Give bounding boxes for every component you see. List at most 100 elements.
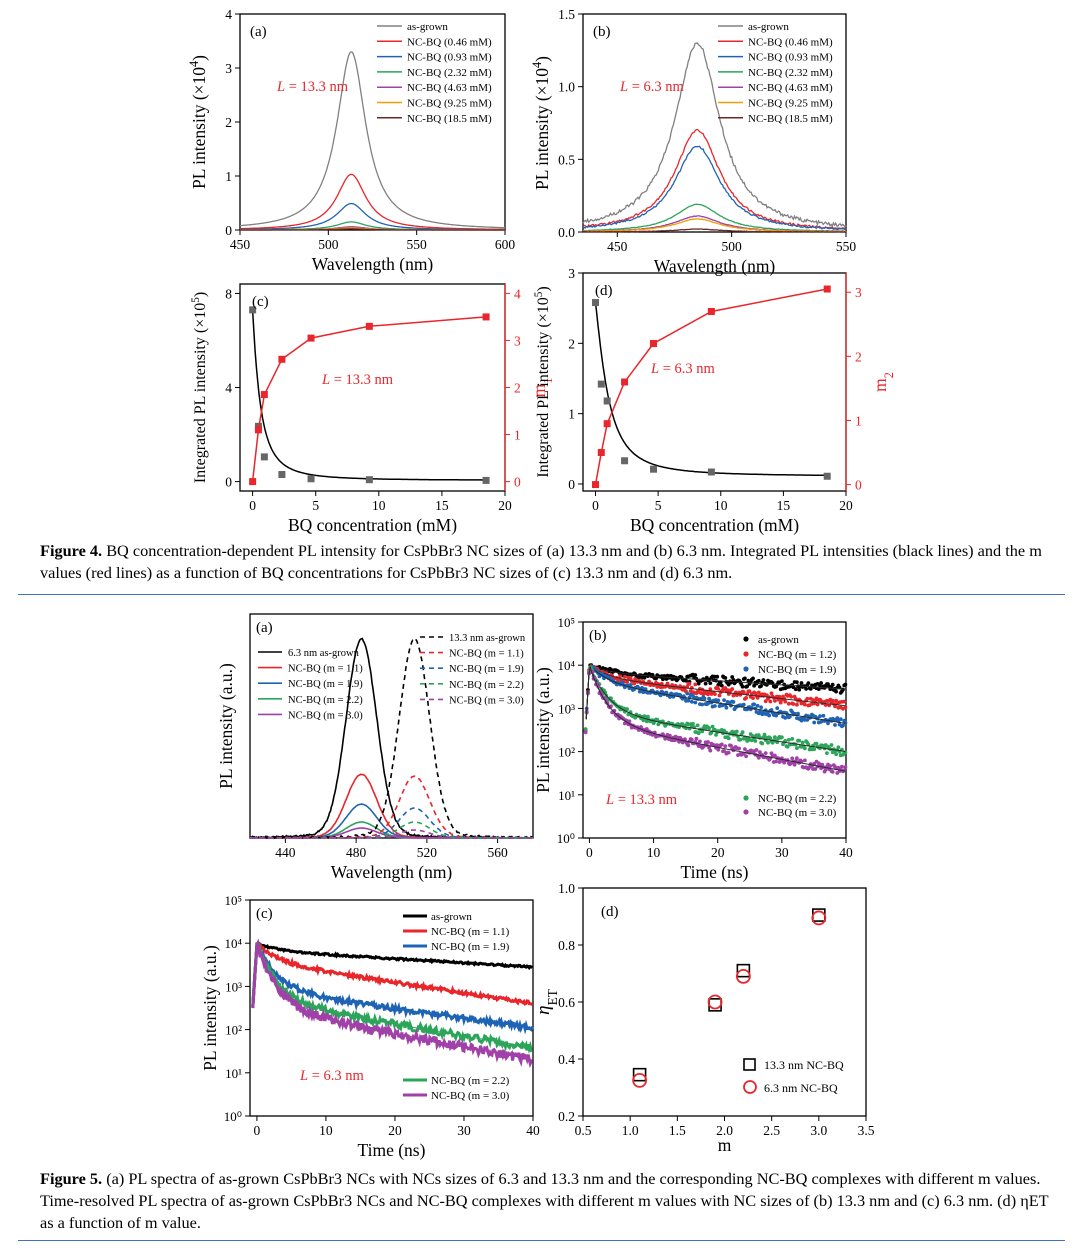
data-point [828,764,833,768]
data-point [803,702,807,707]
y-axis-label: PL intensity (a.u.) [533,667,553,793]
plot-frame [582,13,847,233]
data-point [763,751,768,755]
y-tick-label: 1.0 [558,881,575,896]
data-point [761,678,766,682]
x-tick-label: 15 [777,498,791,513]
data-point [693,700,698,705]
x-tick-label: 480 [346,845,367,860]
data-point [686,743,691,748]
data-point [760,741,765,746]
data-point [741,702,746,707]
legend-label: NC-BQ (m = 3.0) [431,1090,510,1102]
data-point [710,724,715,729]
intensity-point [365,476,373,484]
intensity-point [823,472,831,480]
data-point [767,713,772,718]
series-line [582,42,847,228]
data-point [818,714,822,718]
series-line [582,218,847,233]
m-point [592,481,600,489]
data-point [658,693,663,698]
legend-square-marker [743,1058,756,1071]
data-point [691,721,695,726]
y-tick-label: 1.5 [558,7,575,22]
data-point [741,690,746,695]
data-point [661,677,665,682]
data-point [795,746,799,750]
size-annotation: L = 6.3 nm [299,1068,365,1084]
m-point [597,449,605,457]
data-point [830,682,835,687]
data-point [758,709,762,714]
data-point [644,727,649,731]
x-axis-label: BQ concentration (mM) [630,515,799,535]
x-tick-label: 5 [655,498,662,513]
y-axis-label: Integrated PL intensity (×105) [533,286,552,477]
data-point [788,714,792,719]
panel-label: (a) [256,620,273,636]
data-point [731,700,736,704]
data-point [725,688,730,692]
legend-label: NC-BQ (0.93 mM) [407,52,492,64]
data-point [686,698,691,703]
data-point [763,699,768,704]
x-tick-label: 0 [592,498,599,513]
intensity-point [621,457,629,465]
panel-label: (c) [252,294,269,310]
m-point [365,322,373,330]
x-tick-label: 1.5 [669,1123,686,1138]
legend-label: NC-BQ (m = 1.9) [288,679,363,690]
data-point [706,701,710,706]
m-point [650,340,658,348]
data-point [819,681,823,685]
data-point [768,736,773,740]
data-point [734,729,739,734]
x-tick-label: 0 [254,1123,261,1138]
x-axis-label: Wavelength (nm) [654,256,776,276]
panel-label: (c) [256,906,273,922]
data-point [780,679,784,683]
circle-marker [811,910,827,926]
data-point [708,681,713,685]
intensity-point [249,306,257,314]
y-tick-label: 10³ [558,701,575,716]
legend-label: NC-BQ (0.46 mM) [407,36,492,48]
data-point [751,696,755,700]
solid-series-line [249,821,534,839]
legend-marker [743,809,749,815]
legend-label: as-grown [748,21,789,33]
m-point [307,334,315,342]
m-point [254,426,262,434]
intensity-fit-line [251,309,487,481]
plot-frame [582,621,847,839]
legend-label: NC-BQ (m = 1.1) [288,664,363,675]
data-point [738,737,743,742]
data-point [684,678,688,683]
m-point [482,313,490,321]
legend-label: as-grown [431,911,472,923]
x-tick-label: 10 [647,845,661,860]
data-point [597,674,602,679]
x-axis-label: Time (ns) [681,862,749,882]
x-axis-label: Time (ns) [358,1140,426,1160]
x-tick-label: 3.0 [810,1123,827,1138]
legend-label: NC-BQ (0.93 mM) [748,52,833,64]
legend-label: NC-BQ (m = 2.2) [758,793,837,805]
circle-marker [735,968,751,984]
chart-5a: 440 480 520 560 6.3 nm as-grown NC-BQ (m = 1.… [216,613,534,882]
data-point [646,714,650,719]
legend-label: NC-BQ (m = 1.9) [431,941,510,953]
data-point [774,713,778,718]
x-tick-label: 2.5 [763,1123,780,1138]
data-point [766,740,770,745]
intensity-point [592,299,600,307]
data-point [808,687,813,691]
y-tick-label: 10⁰ [224,1109,242,1124]
y-tick-label: 1 [568,407,575,422]
decay-line [251,939,533,1055]
decay-line [251,938,533,1069]
data-point [622,674,627,679]
m-point [249,478,257,486]
chart-4a: 450 500 550 600 0 1 2 3 4 as-grown NC-BQ (0.46 mM)… [187,7,515,274]
